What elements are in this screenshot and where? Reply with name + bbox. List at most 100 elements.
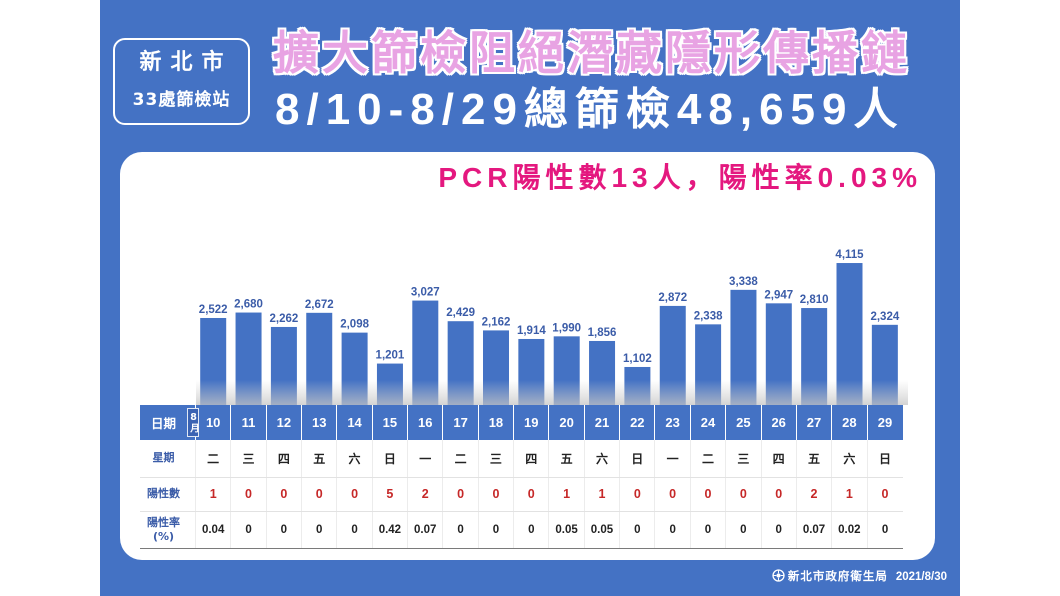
positive-rate-cell-13: 0 [301,511,337,549]
positive-count-cell-11: 0 [230,477,267,512]
positive-count-cell-26: 0 [760,477,797,512]
bar-value-label-28: 4,115 [835,249,864,261]
weekday-cell-24: 二 [689,440,726,478]
positive-rate-row: 陽性率 (%) 0.04 0 0 0 0 0.42 0.07 0 0 0 0.05 0.05 0 0 0 0 0… [140,511,903,549]
pcr-positive-summary: PCR陽性數13人，陽性率0.03% [438,162,922,193]
footer-credit: 新北市政府衛生局 2021/8/30 [712,566,947,586]
weekday-cell-18: 三 [477,440,514,478]
positive-rate-cell-18: 0 [477,511,514,549]
date-row-label: 日期 [150,416,176,431]
weekday-cell-22: 日 [619,440,655,478]
date-cell-28: 28 [831,405,868,440]
bar-value-label-11: 2,680 [234,299,263,311]
date-cell-15: 15 [371,405,408,440]
weekday-cell-15: 日 [371,440,408,478]
weekday-row: 星期 二三四五六日一二三四五六日一二三四五六日 [140,440,903,478]
bar-value-label-15: 1,201 [376,350,405,362]
month-marker: 8月 [187,408,199,437]
date-cell-26: 26 [760,405,797,440]
date-cell-16: 16 [407,405,443,440]
badge-station-count: 33處篩檢站 [132,90,231,110]
footer-agency-name: 新北市政府衛生局 [787,569,888,583]
positive-count-cell-25: 0 [725,477,761,512]
bar-value-label-21: 1,856 [588,327,617,339]
date-cell-17: 17 [442,405,479,440]
date-cell-29: 29 [866,405,903,440]
date-cell-11: 11 [230,405,267,440]
positive-rate-cell-12: 0 [265,511,302,549]
positive-rate-cell-29: 0 [866,511,903,549]
bar-value-label-19: 1,914 [517,325,546,337]
bar-value-label-23: 2,872 [658,292,687,304]
bar-value-label-12: 2,262 [270,313,299,325]
weekday-cell-27: 五 [795,440,832,478]
positive-rate-cell-22: 0 [619,511,655,549]
positive-rate-cell-19: 0 [513,511,549,549]
positive-count-cell-21: 1 [583,477,620,512]
positive-rate-cell-15: 0.42 [371,511,408,549]
weekday-cell-29: 日 [866,440,903,478]
date-cell-23: 23 [654,405,691,440]
positive-count-cell-29: 0 [866,477,903,512]
positive-count-cell-27: 2 [795,477,832,512]
positive-count-cell-16: 2 [407,477,443,512]
bar-value-label-25: 3,338 [729,276,758,288]
date-cell-14: 14 [336,405,373,440]
positive-rate-cell-24: 0 [689,511,726,549]
weekday-cell-13: 五 [301,440,337,478]
positive-rate-cell-16: 0.07 [407,511,443,549]
positive-count-cell-13: 0 [301,477,337,512]
date-cell-24: 24 [689,405,726,440]
positive-count-row-label: 陽性數 [140,477,196,512]
positive-rate-cell-27: 0.07 [795,511,832,549]
footer-date: 2021/8/30 [895,571,947,583]
positive-count-cell-14: 0 [336,477,373,512]
positive-rate-unit-text: (%) [152,529,175,543]
weekday-cell-28: 六 [831,440,868,478]
date-cell-19: 19 [513,405,549,440]
floor-shadow [196,380,908,405]
positive-rate-cell-23: 0 [654,511,691,549]
positive-count-cell-24: 0 [689,477,726,512]
positive-count-cell-23: 0 [654,477,691,512]
positive-count-cell-18: 0 [477,477,514,512]
positive-rate-label-text: 陽性率 [147,515,180,529]
weekday-cell-10: 二 [194,440,231,478]
positive-rate-row-label: 陽性率 (%) [140,511,196,549]
positive-rate-cell-25: 0 [725,511,761,549]
date-cell-10: 10 [194,405,231,440]
weekday-cell-26: 四 [760,440,797,478]
positive-rate-cell-14: 0 [336,511,373,549]
bar-value-label-24: 2,338 [694,310,723,322]
date-cell-12: 12 [265,405,302,440]
bar-value-labels-group: 2,522 2,680 2,262 2,672 2,098 1,201 3,027 2,429… [199,249,900,365]
badge-city-name: 新北市 [139,50,233,75]
health-bureau-emblem-icon [772,569,785,582]
positive-rate-cell-28: 0.02 [831,511,868,549]
bar-value-label-10: 2,522 [199,304,228,316]
bar-value-label-29: 2,324 [870,311,899,323]
positive-count-cell-12: 0 [265,477,302,512]
weekday-cell-25: 三 [725,440,761,478]
date-cell-22: 22 [619,405,655,440]
city-badge: 新北市 33處篩檢站 [113,38,250,125]
date-cell-13: 13 [301,405,337,440]
positive-count-cell-19: 0 [513,477,549,512]
weekday-cell-12: 四 [265,440,302,478]
weekday-cell-20: 五 [548,440,585,478]
weekday-cell-14: 六 [336,440,373,478]
positive-count-cell-20: 1 [548,477,585,512]
positive-rate-cell-17: 0 [442,511,479,549]
daily-data-table: 日期 10 11 12 13 14 15 16 17 18 19 20 21 22 23 24 25 26 27 2… [140,405,903,549]
daily-screening-bar-chart: 2,522 2,680 2,262 2,672 2,098 1,201 3,027 2,429… [196,249,908,405]
positive-rate-cell-21: 0.05 [583,511,620,549]
bar-value-label-20: 1,990 [552,322,581,334]
date-cell-21: 21 [583,405,620,440]
bar-value-label-17: 2,429 [446,307,475,319]
positive-count-cell-28: 1 [831,477,868,512]
bar-value-label-18: 2,162 [482,316,511,328]
positive-rate-cell-20: 0.05 [548,511,585,549]
weekday-cell-19: 四 [513,440,549,478]
bar-value-label-26: 2,947 [764,289,793,301]
